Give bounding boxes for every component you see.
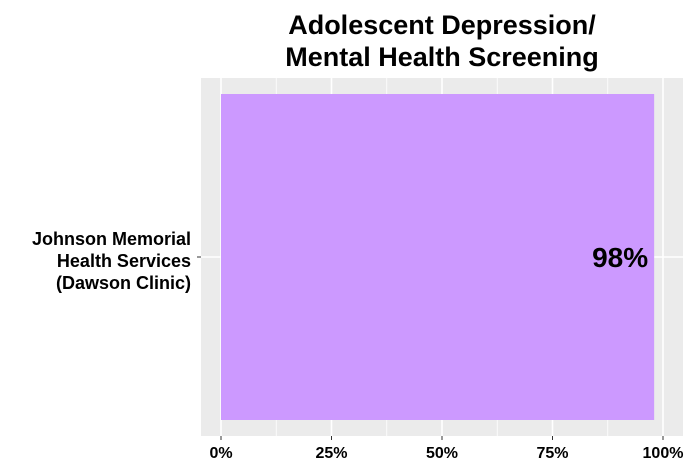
x-tick-label: 75% <box>536 445 568 462</box>
category-label-line-1: Johnson Memorial <box>32 229 191 249</box>
bars <box>221 94 655 420</box>
x-axis: 0% 25% 50% 75% 100% <box>209 436 683 462</box>
category-label-line-3: (Dawson Clinic) <box>56 273 191 293</box>
data-labels: 98% <box>592 242 648 273</box>
x-tick-label: 0% <box>209 445 232 462</box>
x-tick-label: 50% <box>426 445 458 462</box>
chart-title-line-1: Adolescent Depression/ <box>288 10 596 40</box>
x-tick-label: 25% <box>315 445 347 462</box>
category-axis: Johnson Memorial Health Services (Dawson… <box>32 229 201 293</box>
bar <box>221 94 655 420</box>
category-label-line-2: Health Services <box>57 251 191 271</box>
data-label: 98% <box>592 242 648 273</box>
chart-title: Adolescent Depression/ Mental Health Scr… <box>285 10 599 72</box>
x-tick-label: 100% <box>643 445 684 462</box>
chart-title-line-2: Mental Health Screening <box>285 42 599 72</box>
